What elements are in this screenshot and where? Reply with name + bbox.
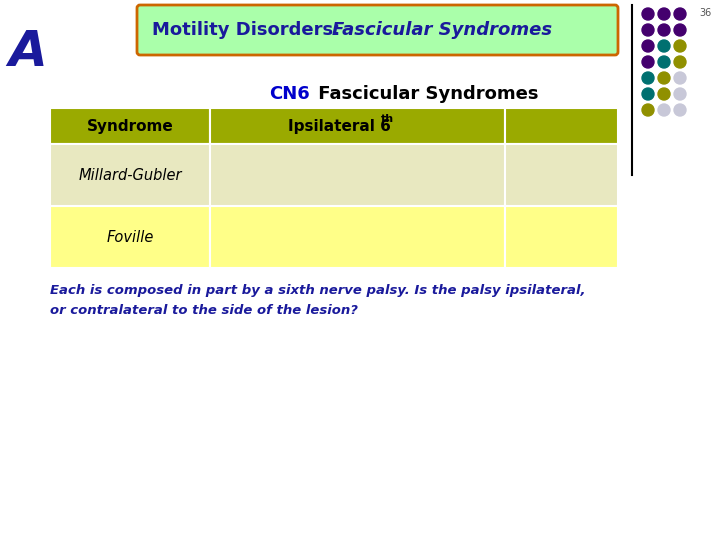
Text: Foville: Foville <box>107 230 153 245</box>
Text: Motility Disorders:: Motility Disorders: <box>152 21 346 39</box>
Circle shape <box>642 8 654 20</box>
Text: Fascicular Syndromes: Fascicular Syndromes <box>332 21 552 39</box>
Bar <box>210 144 505 206</box>
Circle shape <box>642 88 654 100</box>
Circle shape <box>674 56 686 68</box>
Circle shape <box>658 104 670 116</box>
Circle shape <box>658 24 670 36</box>
Text: Ipsilateral 6: Ipsilateral 6 <box>288 118 391 133</box>
Circle shape <box>642 40 654 52</box>
Circle shape <box>674 8 686 20</box>
Bar <box>505 108 618 144</box>
Bar <box>210 108 505 144</box>
Circle shape <box>658 88 670 100</box>
Circle shape <box>674 104 686 116</box>
Bar <box>50 108 210 144</box>
Bar <box>210 206 505 268</box>
Circle shape <box>642 56 654 68</box>
Text: th: th <box>381 114 394 124</box>
FancyBboxPatch shape <box>137 5 618 55</box>
Circle shape <box>674 40 686 52</box>
Circle shape <box>674 88 686 100</box>
Text: Fascicular Syndromes: Fascicular Syndromes <box>312 85 539 103</box>
Circle shape <box>642 104 654 116</box>
Text: Syndrome: Syndrome <box>86 118 174 133</box>
Text: or contralateral to the side of the lesion?: or contralateral to the side of the lesi… <box>50 304 358 317</box>
Circle shape <box>642 24 654 36</box>
Text: A: A <box>9 28 48 76</box>
Circle shape <box>658 56 670 68</box>
Bar <box>505 206 618 268</box>
Text: CN6: CN6 <box>269 85 310 103</box>
Text: Each is composed in part by a sixth nerve palsy. Is the palsy ipsilateral,: Each is composed in part by a sixth nerv… <box>50 284 585 297</box>
Text: Millard-Gubler: Millard-Gubler <box>78 167 181 183</box>
Bar <box>50 206 210 268</box>
Circle shape <box>674 72 686 84</box>
Circle shape <box>658 40 670 52</box>
Circle shape <box>658 8 670 20</box>
Circle shape <box>642 72 654 84</box>
Text: 36: 36 <box>700 8 712 18</box>
Circle shape <box>658 72 670 84</box>
Circle shape <box>674 24 686 36</box>
Bar <box>50 144 210 206</box>
Bar <box>505 144 618 206</box>
